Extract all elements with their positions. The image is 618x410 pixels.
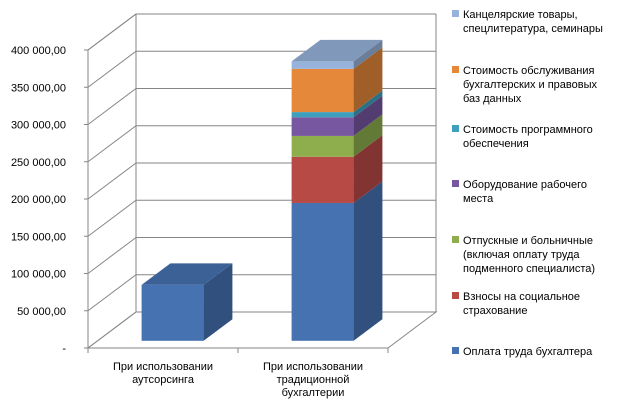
legend-label-line: баз данных — [463, 93, 522, 105]
bars — [141, 39, 383, 341]
gridline — [87, 88, 436, 125]
bar-segment-top — [141, 263, 233, 285]
category-label-line: При использовании — [263, 361, 363, 373]
legend-label-line: Взносы на социальное — [463, 291, 580, 303]
legend-label-line: обеспечения — [463, 138, 529, 150]
legend-label: Стоимость программного обеспечения — [463, 124, 593, 150]
bar-segment-side — [203, 263, 233, 341]
y-tick-label: 150 000,00 — [11, 231, 66, 243]
y-axis-tick-labels: - 50 000,00 100 000,00 150 000,00 200 000,00… — [11, 45, 66, 355]
legend: Канцелярские товары, спецлитература, семи… — [452, 9, 603, 358]
legend-swatch — [452, 125, 459, 132]
y-tick-label: 350 000,00 — [11, 82, 66, 94]
back-wall-top — [87, 13, 436, 51]
legend-label-line: страхование — [463, 305, 527, 317]
legend-label: Взносы на социальное страхование — [463, 291, 580, 317]
y-tick-label: 400 000,00 — [11, 45, 66, 57]
legend-swatch — [452, 236, 459, 243]
legend-label-line: Оборудование рабочего — [463, 179, 587, 191]
y-tick-label: 200 000,00 — [11, 194, 66, 206]
bar-segment-front — [141, 284, 204, 341]
category-label: При использовании традиционной бухгалтерии — [263, 361, 363, 399]
y-tick-label: 250 000,00 — [11, 157, 66, 169]
bar-segment-front — [291, 112, 354, 118]
y-tick-label: 300 000,00 — [11, 120, 66, 132]
y-tick-label: - — [62, 343, 66, 355]
y-tick-label: 100 000,00 — [11, 269, 66, 281]
legend-swatch — [452, 66, 459, 73]
bar-segment-side — [353, 95, 383, 136]
bar-segment-front — [291, 202, 354, 341]
category-label-line: аутсорсинга — [132, 374, 195, 386]
bar-segment-front — [291, 117, 354, 136]
legend-label-line: спецлитература, семинары — [463, 23, 603, 35]
legend-label-line: бухгалтерских и правовых — [463, 79, 598, 91]
gridline — [87, 125, 436, 163]
legend-swatch — [452, 180, 459, 187]
gridline — [87, 13, 436, 51]
legend-label: Оплата труда бухгалтера — [463, 346, 593, 358]
category-label-line: традиционной — [277, 374, 350, 386]
legend-swatch — [452, 292, 459, 299]
bar-segment-front — [291, 68, 354, 113]
bar-segment-side — [353, 114, 383, 157]
legend-label-line: Канцелярские товары, — [463, 9, 578, 21]
bar-segment-front — [291, 61, 354, 69]
bar-segment-front — [291, 156, 354, 203]
bar-segment-side — [353, 181, 383, 341]
legend-label: Стоимость обслуживания бухгалтерских и пр… — [463, 65, 598, 105]
legend-label: Отпускные и больничные (включая оплату тр… — [463, 235, 595, 275]
floor-outline — [87, 311, 438, 349]
bar-segment-side — [353, 90, 383, 118]
chart-walls — [87, 13, 438, 353]
legend-label-line: подменного специалиста) — [463, 263, 595, 275]
bar-segment-side — [353, 47, 383, 113]
category-label-line: бухгалтерии — [282, 387, 345, 399]
legend-label-line: Стоимость программного — [463, 124, 593, 136]
legend-label: Оборудование рабочего места — [463, 179, 587, 205]
gridline — [87, 199, 436, 237]
category-label: При использовании аутсорсинга — [113, 361, 213, 386]
legend-label-line: (включая оплату труда — [463, 249, 580, 261]
gridline — [87, 162, 436, 200]
bar-segment-front — [291, 135, 354, 157]
gridline — [87, 50, 436, 88]
gridline — [87, 274, 436, 312]
bar-segment-top — [291, 39, 383, 62]
bar-segment-side — [353, 135, 383, 203]
bar-segment-side — [353, 39, 383, 69]
legend-label-line: места — [463, 193, 494, 205]
gridlines — [84, 13, 436, 349]
legend-label: Канцелярские товары, спецлитература, семи… — [463, 9, 603, 35]
category-label-line: При использовании — [113, 361, 213, 373]
gridline — [87, 237, 436, 274]
gridline — [87, 311, 436, 349]
legend-label-line: Отпускные и больничные — [463, 235, 593, 247]
legend-swatch — [452, 10, 459, 17]
y-tick-label: 50 000,00 — [17, 306, 66, 318]
legend-label-line: Стоимость обслуживания — [463, 65, 595, 77]
legend-label-line: Оплата труда бухгалтера — [463, 346, 593, 358]
legend-swatch — [452, 347, 459, 354]
